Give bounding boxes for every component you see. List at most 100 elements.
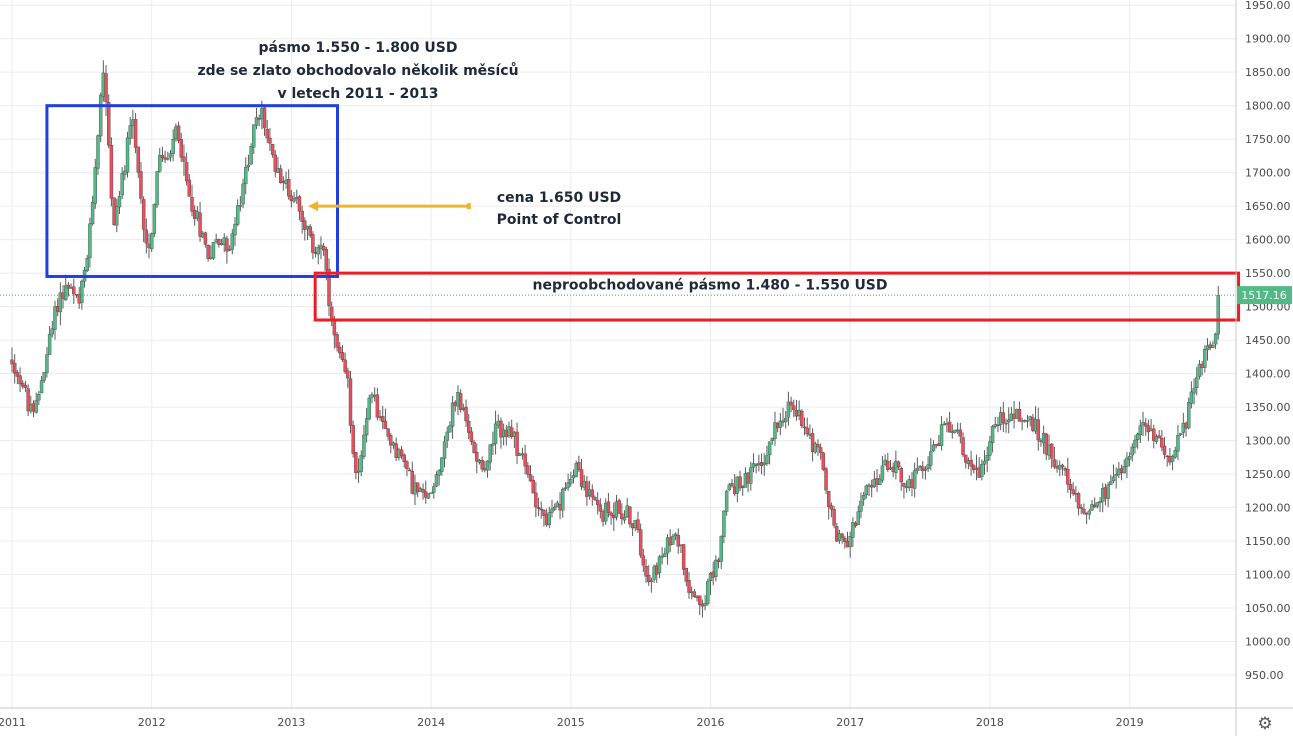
- candle-body: [152, 203, 157, 234]
- candle-body: [362, 434, 366, 457]
- candle-body: [638, 529, 643, 556]
- y-tick-label: 1850.00: [1245, 66, 1291, 79]
- candle-body: [93, 167, 97, 204]
- candle-body: [107, 102, 111, 146]
- candle-body: [90, 201, 95, 225]
- candle-body: [899, 468, 903, 483]
- candle-body: [1192, 388, 1196, 394]
- candle-body: [311, 234, 315, 253]
- candle-body: [969, 459, 973, 467]
- candle-body: [1071, 489, 1075, 494]
- candle-body: [961, 437, 965, 456]
- poc-label: Point of Control: [497, 212, 622, 228]
- y-tick-label: 1350.00: [1245, 401, 1291, 414]
- candle-body: [665, 537, 670, 554]
- candle-body: [542, 509, 546, 516]
- candle-body: [340, 352, 345, 360]
- candle-body: [929, 451, 933, 466]
- candle-body: [440, 457, 444, 472]
- candle-body: [12, 362, 17, 374]
- candle-body: [534, 492, 538, 508]
- candle-body: [706, 581, 710, 604]
- x-tick-label: 2015: [557, 716, 585, 729]
- candle-body: [324, 249, 329, 271]
- candle-body: [160, 154, 165, 158]
- candle-body: [241, 183, 245, 205]
- candle-body: [1125, 457, 1129, 467]
- candle-body: [722, 510, 726, 537]
- candle-body: [738, 476, 742, 489]
- candle-body: [184, 162, 189, 182]
- candle-body: [432, 486, 436, 493]
- candle-body: [644, 566, 648, 577]
- candle-body: [367, 397, 372, 420]
- y-tick-label: 1550.00: [1245, 267, 1291, 280]
- candle-body: [972, 465, 976, 471]
- candle-body: [681, 544, 686, 570]
- candle-body: [574, 463, 578, 477]
- candle-body: [1090, 504, 1094, 511]
- candle-body: [1001, 412, 1006, 423]
- candle-body: [1135, 433, 1140, 440]
- candle-body: [158, 155, 162, 172]
- candle-body: [727, 484, 732, 490]
- candle-body: [410, 470, 414, 494]
- settings-gear-icon[interactable]: ⚙: [1257, 714, 1273, 734]
- candle-body: [386, 428, 390, 437]
- candle-body: [123, 170, 127, 175]
- candle-body: [1138, 425, 1143, 436]
- candle-body: [1076, 493, 1081, 509]
- candle-body: [800, 411, 804, 427]
- candle-body: [254, 117, 259, 126]
- candle-body: [778, 420, 783, 428]
- candle-body: [415, 482, 420, 493]
- candle-body: [289, 195, 294, 201]
- candle-body: [550, 508, 554, 513]
- candle-body: [880, 465, 885, 481]
- candle-body: [585, 481, 589, 497]
- candle-body: [136, 146, 140, 173]
- candle-body: [579, 469, 584, 487]
- candle-body: [896, 461, 901, 468]
- candle-body: [730, 483, 734, 487]
- candle-body: [171, 139, 175, 154]
- candle-body: [329, 306, 334, 320]
- candle-body: [133, 119, 138, 148]
- candle-body: [684, 568, 689, 582]
- candle-body: [939, 424, 944, 446]
- candle-body: [864, 485, 869, 496]
- candle-body: [767, 441, 772, 456]
- candle-body: [1216, 294, 1220, 335]
- candle-body: [354, 452, 358, 473]
- candle-body: [426, 493, 431, 499]
- candle-body: [824, 468, 828, 491]
- candle-body: [233, 223, 237, 236]
- candle-body: [187, 179, 192, 197]
- y-tick-label: 1750.00: [1245, 133, 1291, 146]
- candle-body: [805, 427, 809, 435]
- annotation-layer: pásmo 1.550 - 1.800 USD zde se zlato obch…: [0, 40, 1241, 322]
- candle-body: [617, 500, 621, 514]
- candle-body: [58, 292, 63, 313]
- y-tick-label: 1300.00: [1245, 435, 1291, 448]
- candle-body: [1173, 449, 1177, 458]
- candle-body: [480, 459, 484, 470]
- candle-body: [1133, 439, 1137, 448]
- candle-body: [268, 137, 272, 144]
- candle-body: [1036, 419, 1040, 441]
- candle-body: [18, 375, 22, 385]
- candle-body: [609, 512, 613, 516]
- blue-range-box: [45, 104, 340, 278]
- candle-body: [856, 511, 860, 525]
- candle-body: [1098, 501, 1102, 503]
- candle-body: [190, 197, 194, 212]
- candle-body: [671, 536, 675, 545]
- candle-body: [211, 242, 216, 259]
- candle-body: [810, 433, 815, 452]
- candle-body: [1111, 476, 1116, 482]
- candle-body: [792, 405, 796, 410]
- candle-body: [1058, 465, 1062, 470]
- candle-body: [429, 492, 433, 494]
- candle-body: [96, 135, 100, 169]
- candle-body: [843, 538, 847, 543]
